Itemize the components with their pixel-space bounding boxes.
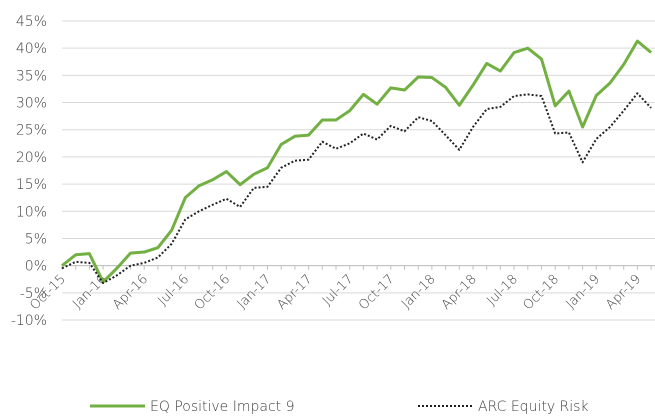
y-tick-label: 20%	[16, 150, 47, 166]
y-tick-label: 15%	[16, 177, 47, 193]
x-tick-label: Jul-18	[484, 272, 521, 309]
y-tick-label: 0%	[25, 259, 47, 275]
x-tick-label: Jan-19	[563, 272, 603, 312]
y-tick-label: 45%	[16, 14, 47, 30]
x-tick-label: Jan-17	[235, 272, 275, 312]
y-tick-label: 35%	[16, 68, 47, 84]
x-tick-label: Jan-18	[399, 272, 439, 312]
y-tick-label: 10%	[16, 204, 47, 220]
legend-label: EQ Positive Impact 9	[150, 399, 295, 415]
y-tick-label: 25%	[16, 123, 47, 139]
legend-label: ARC Equity Risk	[478, 399, 589, 415]
x-tick-label: Jan-16	[70, 272, 110, 312]
x-tick-label: Jul-17	[320, 272, 357, 309]
series-line	[61, 92, 652, 285]
y-tick-label: 5%	[25, 231, 47, 247]
y-tick-label: -5%	[20, 286, 47, 302]
y-tick-label: 40%	[16, 41, 47, 57]
y-tick-label: 30%	[16, 96, 47, 112]
x-tick-label: Jul-16	[155, 272, 192, 309]
y-tick-label: -10%	[11, 313, 47, 329]
series-line	[61, 39, 653, 284]
